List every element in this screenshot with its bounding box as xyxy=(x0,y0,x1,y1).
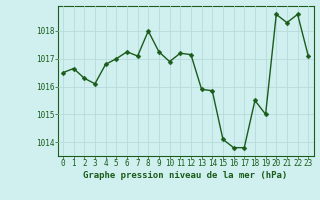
X-axis label: Graphe pression niveau de la mer (hPa): Graphe pression niveau de la mer (hPa) xyxy=(84,171,288,180)
